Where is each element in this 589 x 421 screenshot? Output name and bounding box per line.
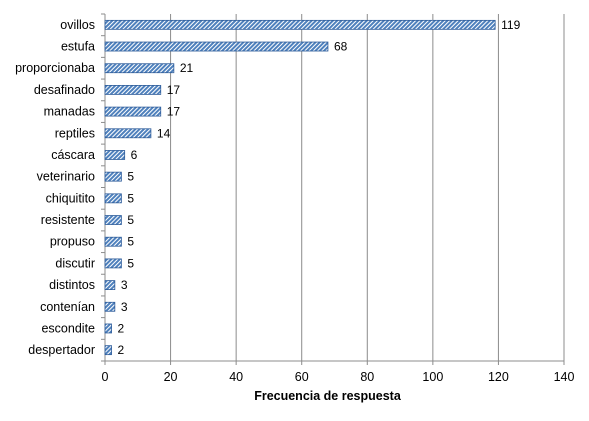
data-label-chiquitito: 5 <box>127 191 134 205</box>
bar-manadas <box>104 106 162 117</box>
bar-chiquitito <box>104 193 122 204</box>
bar-distintos <box>104 280 116 290</box>
x-tick-labels: 0 20 40 60 80 100 120 140 <box>102 370 575 384</box>
category-label-manadas: manadas <box>44 105 95 119</box>
data-label-propuso: 5 <box>127 235 134 249</box>
data-label-discutir: 5 <box>127 256 134 270</box>
category-label-cáscara: cáscara <box>51 148 95 162</box>
data-label-estufa: 68 <box>334 40 348 54</box>
data-label-ovillos: 119 <box>501 18 520 32</box>
gridlines <box>170 14 565 361</box>
category-label-estufa: estufa <box>61 40 95 54</box>
bar-cáscara <box>104 150 126 160</box>
x-tick-label-60: 60 <box>295 370 309 384</box>
category-labels: ovillos estufa proporcionaba desafinado mana… <box>15 18 95 357</box>
x-tick-label-20: 20 <box>164 370 178 384</box>
data-label-resistente: 5 <box>127 213 134 227</box>
data-label-manadas: 17 <box>167 105 181 119</box>
bar-estufa <box>104 41 329 52</box>
bar-veterinario <box>104 171 122 182</box>
category-label-distintos: distintos <box>49 278 95 292</box>
category-label-reptiles: reptiles <box>55 126 95 140</box>
category-label-resistente: resistente <box>41 213 95 227</box>
bars <box>104 19 496 356</box>
category-label-chiquitito: chiquitito <box>46 191 95 205</box>
x-axis-title: Frecuencia de respuesta <box>254 389 402 403</box>
bar-propuso <box>104 236 122 247</box>
bar-resistente <box>104 215 122 225</box>
x-tick-label-40: 40 <box>229 370 243 384</box>
category-label-despertador: despertador <box>28 343 95 357</box>
category-label-escondite: escondite <box>41 321 95 335</box>
data-label-contenían: 3 <box>121 300 128 314</box>
x-tick-label-100: 100 <box>422 370 443 384</box>
bar-desafinado <box>104 85 162 95</box>
bar-reptiles <box>104 128 152 139</box>
bar-escondite <box>104 323 112 334</box>
data-labels: 119 68 21 17 17 14 6 5 5 5 5 5 3 3 2 2 <box>118 18 521 357</box>
category-label-contenían: contenían <box>40 300 95 314</box>
category-label-ovillos: ovillos <box>60 18 95 32</box>
bar-proporcionaba <box>104 63 175 74</box>
category-label-discutir: discutir <box>55 256 95 270</box>
category-label-veterinario: veterinario <box>37 170 95 184</box>
x-tick-label-140: 140 <box>554 370 575 384</box>
data-label-escondite: 2 <box>118 321 125 335</box>
data-label-despertador: 2 <box>118 343 125 357</box>
data-label-reptiles: 14 <box>157 126 171 140</box>
data-label-proporcionaba: 21 <box>180 61 194 75</box>
category-label-desafinado: desafinado <box>34 83 95 97</box>
x-tick-label-80: 80 <box>360 370 374 384</box>
data-label-distintos: 3 <box>121 278 128 292</box>
category-label-propuso: propuso <box>50 235 95 249</box>
bar-despertador <box>104 345 112 356</box>
data-label-desafinado: 17 <box>167 83 181 97</box>
data-label-cáscara: 6 <box>131 148 138 162</box>
bar-contenían <box>104 301 116 312</box>
x-tick-label-0: 0 <box>102 370 109 384</box>
data-label-veterinario: 5 <box>127 170 134 184</box>
bar-ovillos <box>104 19 496 30</box>
x-tick-label-120: 120 <box>488 370 509 384</box>
category-label-proporcionaba: proporcionaba <box>15 61 95 75</box>
bar-discutir <box>104 258 122 269</box>
